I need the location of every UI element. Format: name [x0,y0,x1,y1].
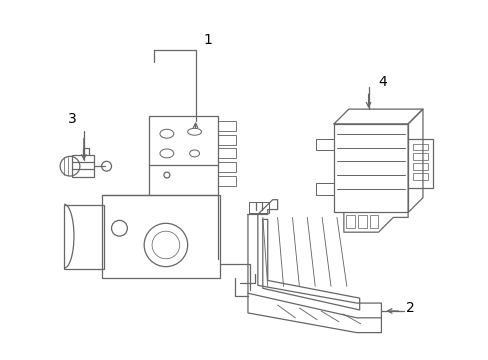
Text: 3: 3 [67,112,76,126]
Text: 4: 4 [378,75,386,89]
Bar [412,173,427,180]
Bar [316,139,333,150]
Bar [218,162,236,172]
Bar [357,215,366,228]
Bar [218,121,236,131]
Bar [218,135,236,145]
Text: 2: 2 [406,301,414,315]
Bar [218,148,236,158]
Bar [369,215,378,228]
Bar [72,156,94,177]
Bar [412,153,427,160]
Bar [333,124,407,212]
Bar [412,163,427,170]
Bar [248,202,268,213]
Bar [64,204,103,269]
Bar [102,195,220,278]
Bar [345,215,354,228]
Bar [316,183,333,195]
Text: 1: 1 [203,33,212,47]
Bar [412,144,427,150]
Bar [218,176,236,186]
Bar [149,116,218,195]
